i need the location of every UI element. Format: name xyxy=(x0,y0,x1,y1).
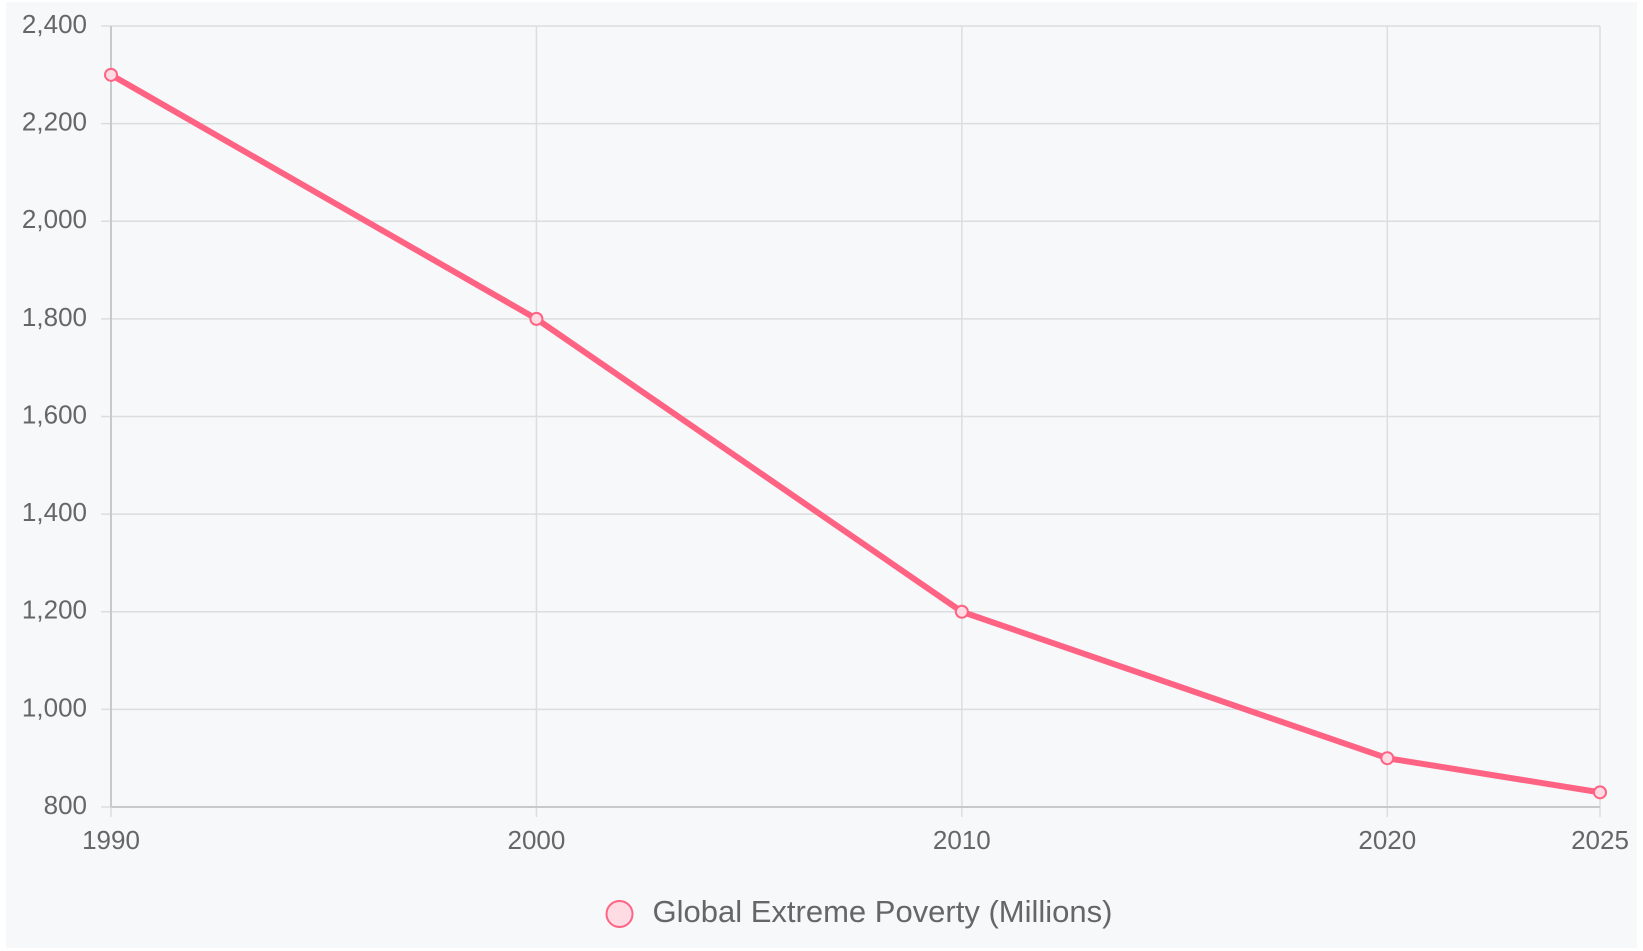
x-tick-label: 2025 xyxy=(1571,825,1629,855)
y-tick-label: 1,800 xyxy=(22,302,87,332)
data-point[interactable] xyxy=(954,604,969,619)
series-lines xyxy=(108,71,1603,796)
y-gridlines xyxy=(101,25,1600,808)
y-axis-tick-labels: 800 1,000 1,200 1,400 1,600 1,800 2,000 2,200 2,… xyxy=(22,9,87,820)
y-tick-label: 2,200 xyxy=(22,107,87,137)
y-tick-label: 1,000 xyxy=(22,692,87,722)
x-axis-tick-labels: 1990 2000 2010 2020 2025 xyxy=(82,825,1629,855)
x-tick-label: 2020 xyxy=(1358,825,1416,855)
series-points xyxy=(104,67,1607,800)
legend-marker-icon[interactable] xyxy=(605,900,634,928)
chart-panel xyxy=(6,2,1637,948)
legend-label[interactable]: Global Extreme Poverty (Millions) xyxy=(653,894,1113,929)
x-tick-label: 2010 xyxy=(933,825,991,855)
x-tick-label: 2000 xyxy=(508,825,566,855)
data-point[interactable] xyxy=(1380,751,1395,766)
y-tick-label: 2,000 xyxy=(22,204,87,234)
data-point[interactable] xyxy=(104,67,118,82)
y-tick-label: 1,400 xyxy=(22,497,87,527)
series-line xyxy=(108,71,1603,796)
x-tick-label: 1990 xyxy=(82,825,140,855)
x-gridlines xyxy=(110,26,1601,817)
data-point[interactable] xyxy=(529,311,544,326)
data-point[interactable] xyxy=(1593,785,1607,800)
y-tick-label: 1,200 xyxy=(22,595,87,625)
y-tick-label: 1,600 xyxy=(22,399,87,429)
axes xyxy=(110,26,1600,808)
legend[interactable]: Global Extreme Poverty (Millions) xyxy=(605,894,1113,929)
y-tick-label: 2,400 xyxy=(22,9,87,39)
y-tick-label: 800 xyxy=(44,790,87,820)
